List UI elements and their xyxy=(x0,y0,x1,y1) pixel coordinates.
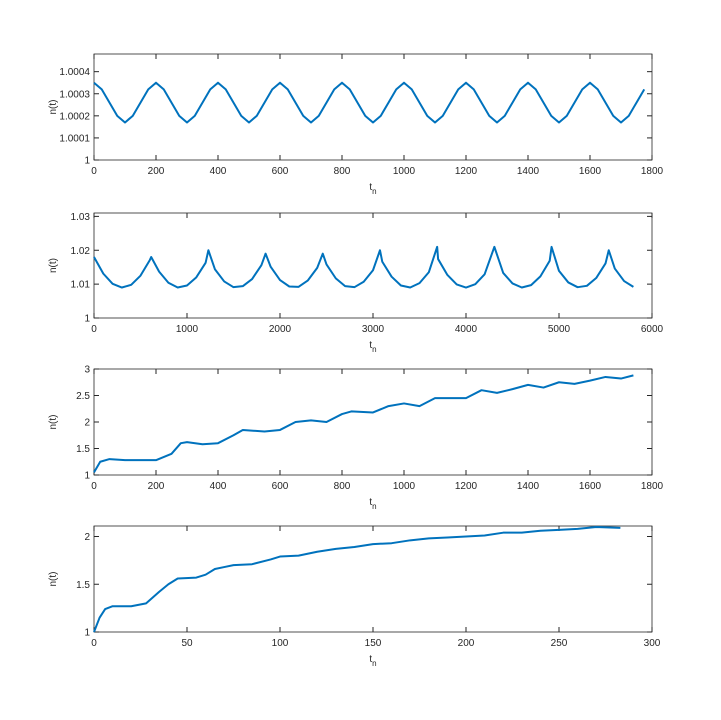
y-tick-label: 1.02 xyxy=(71,246,91,257)
x-tick-label: 0 xyxy=(91,324,97,335)
axes-box xyxy=(93,212,653,319)
x-axis-label-main: t xyxy=(369,340,372,351)
y-tick-label: 2.5 xyxy=(76,391,90,402)
y-tick-label: 1 xyxy=(84,628,90,639)
x-tick-label: 1400 xyxy=(517,166,540,177)
x-tick-label: 4000 xyxy=(455,324,478,335)
y-axis-label: n(t) xyxy=(48,572,59,587)
x-tick-label: 200 xyxy=(458,638,475,649)
axes-box xyxy=(93,368,653,476)
x-tick-label: 150 xyxy=(365,638,382,649)
x-axis-label-main: t xyxy=(369,654,372,665)
x-tick-label: 1400 xyxy=(517,481,540,492)
x-tick-label: 600 xyxy=(272,481,289,492)
x-axis-label-subscript: n xyxy=(372,502,376,511)
data-line xyxy=(93,374,634,473)
x-tick-label: 1800 xyxy=(641,481,664,492)
y-tick-label: 1.0003 xyxy=(59,89,90,100)
x-tick-label: 2000 xyxy=(269,324,292,335)
subplot: 0 200 400 600 800 1000 1200 1400 1600 1800 1 1.5 2 2.… xyxy=(48,365,664,512)
data-line xyxy=(93,245,634,289)
x-tick-label: 1600 xyxy=(579,166,602,177)
y-axis-label: n(t) xyxy=(48,100,59,115)
x-tick-label: 1000 xyxy=(176,324,199,335)
y-tick-label: 3 xyxy=(84,365,90,376)
x-axis-label: tn xyxy=(369,182,376,196)
x-axis-label: tn xyxy=(369,340,376,354)
x-axis-label-subscript: n xyxy=(372,187,376,196)
y-tick-label: 2 xyxy=(84,532,90,543)
x-tick-label: 1800 xyxy=(641,166,664,177)
x-tick-label: 50 xyxy=(181,638,193,649)
x-tick-label: 400 xyxy=(210,481,227,492)
x-tick-label: 200 xyxy=(148,166,165,177)
x-tick-label: 0 xyxy=(91,638,97,649)
y-tick-label: 1.0002 xyxy=(59,111,90,122)
x-tick-label: 3000 xyxy=(362,324,385,335)
axes-background xyxy=(94,369,652,475)
x-tick-label: 200 xyxy=(148,481,165,492)
x-tick-label: 0 xyxy=(91,166,97,177)
x-axis-label-main: t xyxy=(369,182,372,193)
x-tick-label: 100 xyxy=(272,638,289,649)
x-tick-label: 1000 xyxy=(393,481,416,492)
x-tick-label: 800 xyxy=(334,166,351,177)
axes-box xyxy=(93,53,653,161)
data-line xyxy=(93,525,621,633)
y-axis-label: n(t) xyxy=(48,258,59,273)
x-tick-label: 1200 xyxy=(455,481,478,492)
axes-box xyxy=(93,525,653,633)
subplot: 0 200 400 600 800 1000 1200 1400 1600 1800 1 1.0001… xyxy=(48,53,664,196)
x-tick-label: 0 xyxy=(91,481,97,492)
x-tick-label: 1200 xyxy=(455,166,478,177)
y-tick-label: 1 xyxy=(84,471,90,482)
y-tick-label: 1 xyxy=(84,156,90,167)
y-tick-label: 1.01 xyxy=(71,280,91,291)
x-tick-label: 6000 xyxy=(641,324,664,335)
y-tick-label: 1 xyxy=(84,314,90,325)
x-tick-label: 250 xyxy=(551,638,568,649)
y-tick-label: 1.03 xyxy=(71,212,91,223)
data-line xyxy=(93,81,646,124)
y-tick-label: 1.0001 xyxy=(59,133,90,144)
subplot: 0 1000 2000 3000 4000 5000 6000 1 1.01 1.02 1.03 n(… xyxy=(48,212,664,354)
axes-background xyxy=(94,54,652,160)
x-tick-label: 400 xyxy=(210,166,227,177)
axes-background xyxy=(94,213,652,318)
y-tick-label: 1.0004 xyxy=(59,67,90,78)
y-tick-label: 1.5 xyxy=(76,444,90,455)
x-tick-label: 300 xyxy=(644,638,661,649)
x-axis-label: tn xyxy=(369,497,376,511)
x-tick-label: 600 xyxy=(272,166,289,177)
y-axis-label: n(t) xyxy=(48,415,59,430)
x-tick-label: 1000 xyxy=(393,166,416,177)
x-axis-label-subscript: n xyxy=(372,659,376,668)
x-axis-label-subscript: n xyxy=(372,345,376,354)
x-tick-label: 800 xyxy=(334,481,351,492)
x-tick-label: 5000 xyxy=(548,324,571,335)
x-tick-label: 1600 xyxy=(579,481,602,492)
y-tick-label: 2 xyxy=(84,418,90,429)
x-axis-label-main: t xyxy=(369,497,372,508)
x-axis-label: tn xyxy=(369,654,376,668)
y-tick-label: 1.5 xyxy=(76,580,90,591)
